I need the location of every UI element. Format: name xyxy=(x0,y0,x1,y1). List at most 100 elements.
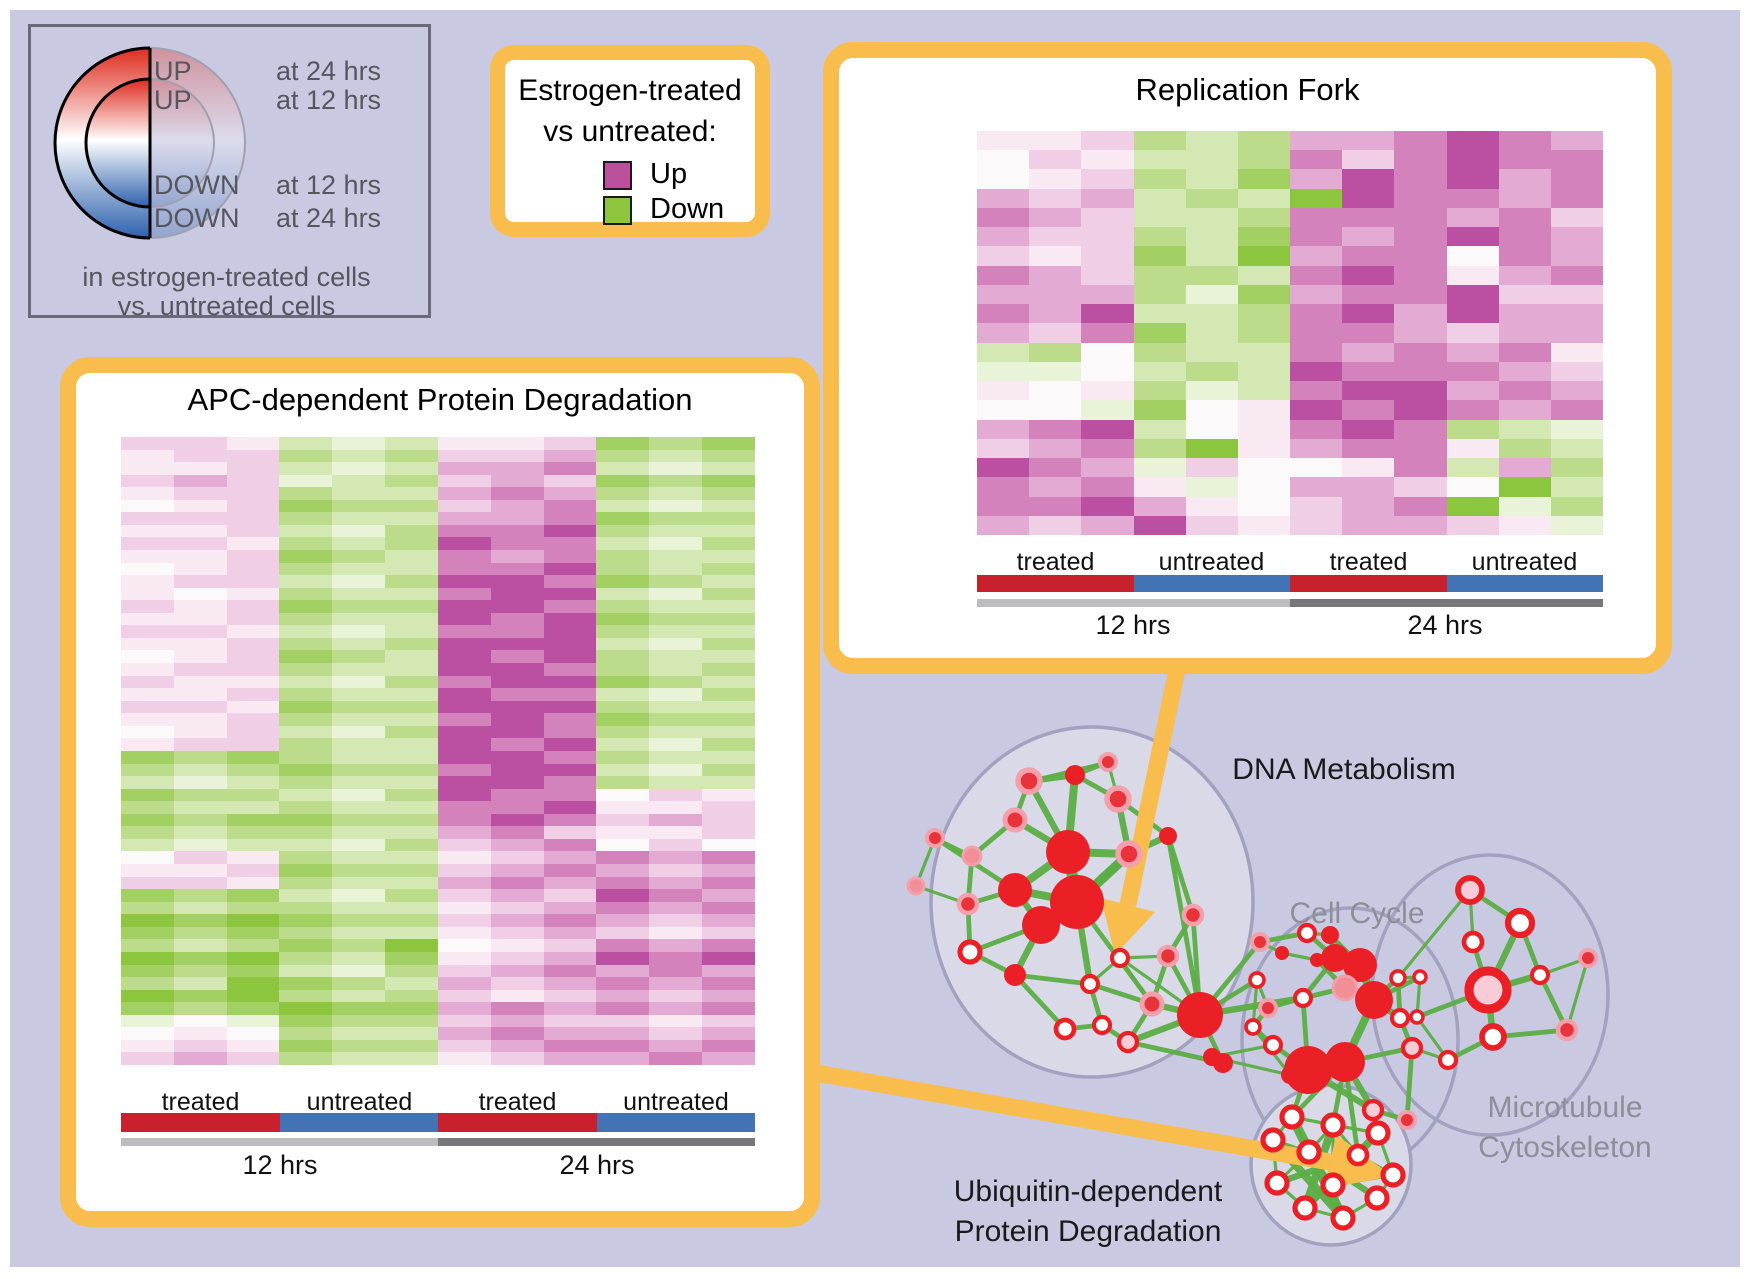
heatmap-cell xyxy=(1133,477,1186,497)
heatmap-cell xyxy=(1081,169,1134,189)
heatmap-cell xyxy=(1394,419,1447,439)
heatmap-cell xyxy=(226,575,280,588)
heatmap-cell xyxy=(1133,131,1186,151)
heatmap-cell xyxy=(121,901,174,915)
heatmap-cell xyxy=(121,462,174,475)
heatmap-cell xyxy=(173,462,227,475)
heatmap-cell xyxy=(977,342,1030,362)
heatmap-cell xyxy=(977,304,1030,324)
heatmap-cell xyxy=(490,600,544,613)
heatmap-cell xyxy=(702,487,755,500)
heatmap-cell xyxy=(121,738,174,751)
heatmap-cell xyxy=(1290,419,1343,439)
heatmap-cell xyxy=(226,688,280,701)
heatmap-cell xyxy=(437,1002,491,1015)
heatmap-cell xyxy=(437,901,491,915)
heatmap-cell xyxy=(702,524,755,538)
heatmap-cell xyxy=(1290,496,1343,516)
heatmap-cell xyxy=(1133,169,1186,189)
heatmap-cell xyxy=(543,964,597,978)
heatmap-cell xyxy=(332,612,386,626)
cluster-label-ubiquitin-line2: Protein Degradation xyxy=(954,1215,1222,1248)
heatmap-cell xyxy=(1029,150,1082,170)
heatmap-cell xyxy=(649,549,703,563)
heatmap-cell xyxy=(1029,458,1082,478)
heatmap-cell xyxy=(977,458,1030,478)
heatmap-cell xyxy=(121,625,174,638)
heatmap-cell xyxy=(1290,246,1343,266)
heatmap-cell xyxy=(1342,458,1395,478)
heatmap-cell xyxy=(596,663,650,676)
heatmap-cell xyxy=(279,474,333,488)
heatmap-cell xyxy=(1446,323,1499,343)
heatmap-cell xyxy=(649,487,703,500)
apc-untreated-bar xyxy=(597,1113,755,1132)
heatmap-cell xyxy=(649,763,703,777)
heatmap-cell xyxy=(279,499,333,513)
heatmap-cell xyxy=(596,776,650,789)
heatmap-cell xyxy=(490,801,544,814)
heatmap-cell xyxy=(226,889,280,902)
heatmap-cell xyxy=(173,650,227,663)
heatmap-cell xyxy=(543,1002,597,1015)
heatmap-cell xyxy=(1550,515,1603,535)
heatmap-cell xyxy=(543,939,597,952)
heatmap-cell xyxy=(437,587,491,601)
heatmap-cell xyxy=(385,437,438,450)
heatmap-cell xyxy=(437,864,491,877)
heatmap-cell xyxy=(596,951,650,965)
heatmap-cell xyxy=(279,1027,333,1040)
heatmap-cell xyxy=(1446,246,1499,266)
heatmap-cell xyxy=(1237,227,1290,247)
heatmap-cell xyxy=(385,864,438,877)
heatmap-cell xyxy=(702,462,755,475)
heatmap-cell xyxy=(385,612,438,626)
heatmap-cell xyxy=(1185,381,1238,401)
heatmap-cell xyxy=(1237,515,1290,535)
heatmap-cell xyxy=(1185,284,1238,305)
heatmap-cell xyxy=(332,575,386,588)
heatmap-cell xyxy=(1029,361,1082,382)
heatmap-cell xyxy=(1446,150,1499,170)
heatmap-cell xyxy=(649,876,703,890)
heatmap-cell xyxy=(173,562,227,576)
cluster-label-dna-metabolism: DNA Metabolism xyxy=(1232,753,1456,786)
heatmap-cell xyxy=(1185,458,1238,478)
heatmap-cell xyxy=(279,437,333,450)
apc-24hrs-label: 24 hrs xyxy=(559,1150,635,1180)
heatmap-cell xyxy=(702,1039,755,1053)
heatmap-cell xyxy=(490,964,544,978)
heatmap-cell xyxy=(385,750,438,764)
heatmap-cell xyxy=(543,663,597,676)
heatmap-cell xyxy=(1185,150,1238,170)
heatmap-cell xyxy=(490,864,544,877)
heatmap-cell xyxy=(1185,169,1238,189)
heatmap-cell xyxy=(173,1027,227,1040)
heatmap-cell xyxy=(1290,150,1343,170)
heatmap-cell xyxy=(702,977,755,990)
heatmap-cell xyxy=(543,826,597,839)
heatmap-cell xyxy=(490,675,544,689)
heatmap-cell xyxy=(1446,284,1499,305)
heatmap-cell xyxy=(332,524,386,538)
heatmap-cell xyxy=(490,512,544,525)
heatmap-cell xyxy=(1081,207,1134,228)
heatmap-cell xyxy=(121,1039,174,1053)
rf-treated-bar xyxy=(1290,575,1447,592)
heatmap-cell xyxy=(1185,361,1238,382)
heatmap-cell xyxy=(1498,458,1551,478)
heatmap-cell xyxy=(702,600,755,613)
heatmap-cell xyxy=(1081,419,1134,439)
heatmap-cell xyxy=(1133,265,1186,285)
heatmap-cell xyxy=(1081,496,1134,516)
heatmap-cell xyxy=(1237,169,1290,189)
heatmap-cell xyxy=(1081,131,1134,151)
heatmap-cell xyxy=(1029,400,1082,420)
heatmap-cell xyxy=(543,901,597,915)
heatmap-cell xyxy=(1446,458,1499,478)
heatmap-cell xyxy=(121,864,174,877)
heatmap-cell xyxy=(1342,246,1395,266)
heatmap-cell xyxy=(1394,246,1447,266)
heatmap-cell xyxy=(977,246,1030,266)
heatmap-cell xyxy=(702,864,755,877)
